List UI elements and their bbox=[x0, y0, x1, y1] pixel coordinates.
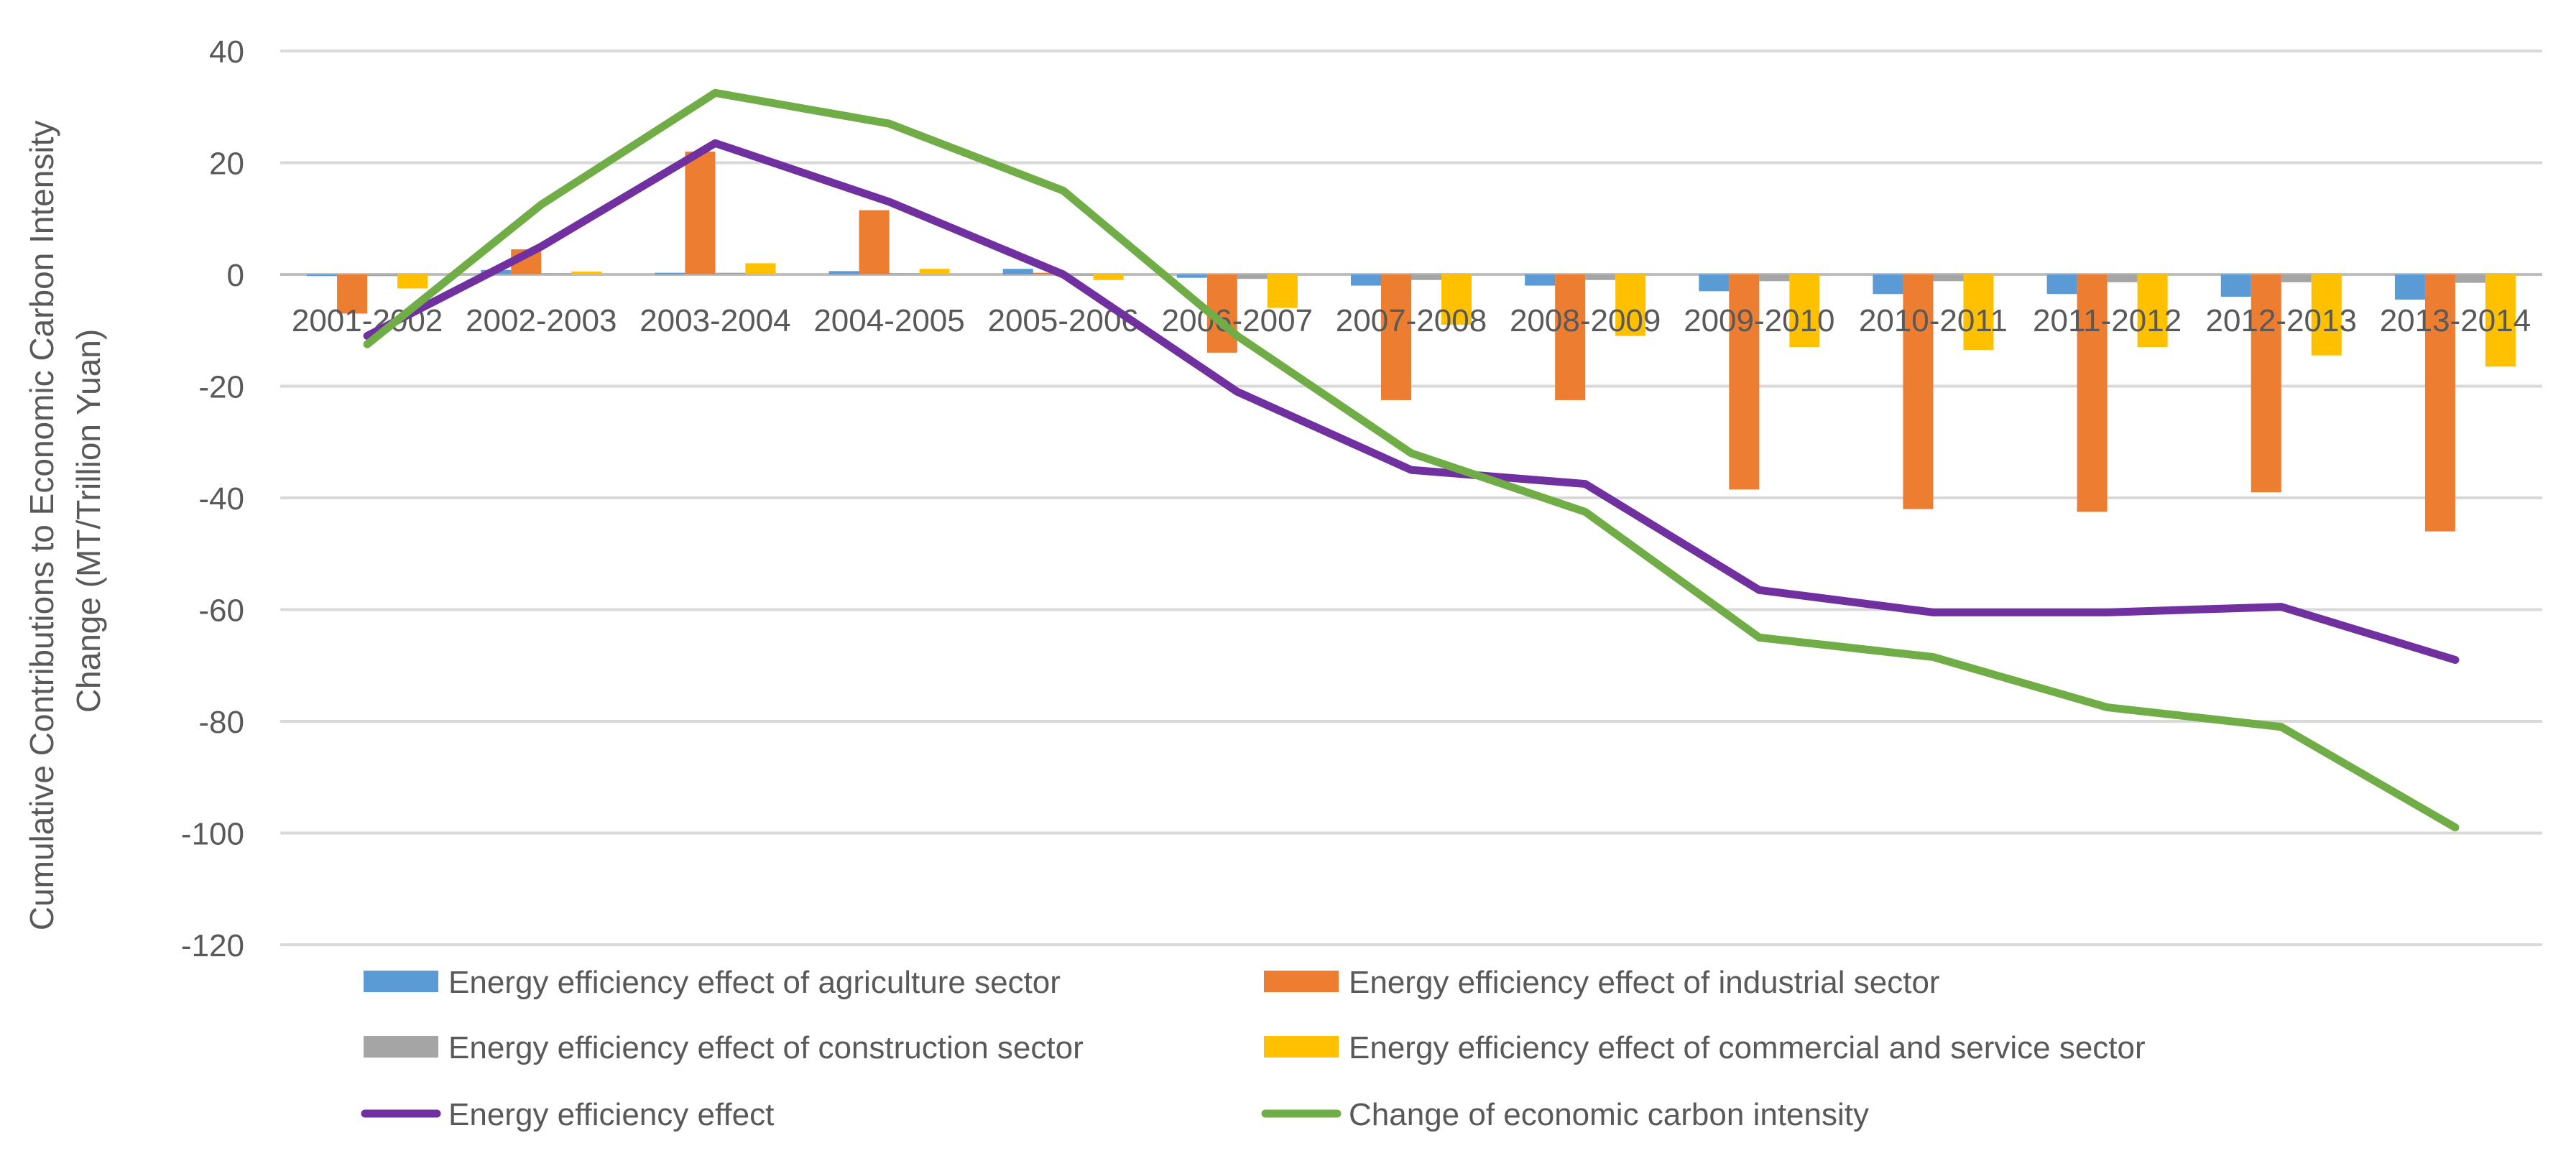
bar-energy-efficiency-effect-of-agriculture-sector bbox=[828, 271, 859, 274]
legend-label: Energy efficiency effect of construction… bbox=[448, 1030, 1084, 1065]
legend: Energy efficiency effect of agriculture … bbox=[361, 965, 2146, 1132]
bar-energy-efficiency-effect-of-agriculture-sector bbox=[2394, 274, 2425, 300]
bar-energy-efficiency-effect-of-agriculture-sector bbox=[2046, 274, 2077, 295]
bar-energy-efficiency-effect-of-agriculture-sector bbox=[1873, 274, 1903, 295]
y-axis-label-line-2: Change (MT/Trillion Yuan) bbox=[70, 329, 107, 713]
y-axis-label-line-1: Cumulative Contributions to Economic Car… bbox=[23, 121, 60, 931]
bar-energy-efficiency-effect-of-construction-sector bbox=[2281, 274, 2312, 282]
legend-label: Energy efficiency effect bbox=[448, 1097, 774, 1132]
bar-energy-efficiency-effect-of-construction-sector bbox=[1063, 274, 1094, 276]
y-axis-label: Cumulative Contributions to Economic Car… bbox=[23, 111, 107, 930]
bar-energy-efficiency-effect-of-agriculture-sector bbox=[2220, 274, 2251, 297]
legend-label: Energy efficiency effect of agriculture … bbox=[448, 965, 1061, 1000]
bar-energy-efficiency-effect-of-agriculture-sector bbox=[1176, 274, 1207, 278]
bar-energy-efficiency-effect-of-industrial-sector bbox=[2250, 274, 2281, 493]
y-tick-labels: 40 20 0 -20 -40 -60 -80 -100 -120 bbox=[181, 34, 244, 963]
x-tick-label: 2003-2004 bbox=[640, 303, 790, 338]
x-tick-label: 2011-2012 bbox=[2033, 303, 2182, 338]
bar-energy-efficiency-effect-of-commercial-and-service-sector bbox=[2485, 274, 2516, 367]
y-tick-label: -100 bbox=[181, 817, 244, 852]
bar-energy-efficiency-effect-of-commercial-and-service-sector bbox=[1963, 274, 1994, 350]
x-tick-label: 2010-2011 bbox=[1859, 303, 2008, 338]
bar-energy-efficiency-effect-of-agriculture-sector bbox=[655, 272, 685, 274]
y-tick-label: -60 bbox=[198, 593, 244, 629]
y-tick-label: 0 bbox=[227, 258, 244, 293]
x-tick-labels: 2001-2002 2002-2003 2003-2004 2004-2005 2005… bbox=[292, 303, 2531, 338]
y-tick-label: -80 bbox=[198, 705, 244, 740]
x-tick-label: 2002-2003 bbox=[466, 303, 617, 338]
bar-energy-efficiency-effect-of-industrial-sector bbox=[1903, 274, 1934, 509]
bar-energy-efficiency-effect-of-commercial-and-service-sector bbox=[1267, 274, 1298, 308]
x-tick-label: 2009-2010 bbox=[1684, 303, 1834, 338]
bar-energy-efficiency-effect-of-construction-sector bbox=[1237, 274, 1268, 279]
bars bbox=[307, 151, 2516, 532]
y-tick-label: -20 bbox=[198, 370, 244, 405]
bar-energy-efficiency-effect-of-commercial-and-service-sector bbox=[1789, 274, 1820, 348]
legend-label: Energy efficiency effect of commercial a… bbox=[1349, 1030, 2146, 1065]
y-tick-label: -120 bbox=[181, 928, 244, 963]
bar-energy-efficiency-effect-of-construction-sector bbox=[889, 273, 920, 274]
y-tick-label: 20 bbox=[209, 147, 244, 182]
bar-energy-efficiency-effect-of-agriculture-sector bbox=[307, 274, 338, 277]
bar-energy-efficiency-effect-of-industrial-sector bbox=[1033, 272, 1063, 274]
bar-energy-efficiency-effect-of-commercial-and-service-sector bbox=[397, 274, 428, 289]
bar-energy-efficiency-effect-of-commercial-and-service-sector bbox=[2137, 274, 2168, 348]
bar-energy-efficiency-effect-of-construction-sector bbox=[1759, 274, 1790, 282]
x-tick-label: 2008-2009 bbox=[1510, 303, 1661, 338]
lines bbox=[363, 88, 2460, 832]
bar-energy-efficiency-effect-of-construction-sector bbox=[1585, 274, 1616, 280]
legend-label: Energy efficiency effect of industrial s… bbox=[1349, 965, 1940, 1000]
bar-energy-efficiency-effect-of-construction-sector bbox=[367, 274, 398, 277]
legend-swatch bbox=[364, 971, 438, 992]
bar-energy-efficiency-effect-of-agriculture-sector bbox=[1351, 274, 1381, 286]
legend-swatch bbox=[1264, 1036, 1339, 1058]
bar-energy-efficiency-effect-of-construction-sector bbox=[1933, 274, 1964, 282]
legend-swatch bbox=[1264, 971, 1339, 992]
bar-energy-efficiency-effect-of-commercial-and-service-sector bbox=[571, 272, 602, 274]
bar-energy-efficiency-effect-of-commercial-and-service-sector bbox=[2311, 274, 2342, 356]
x-tick-label: 2013-2014 bbox=[2380, 303, 2531, 338]
gridlines bbox=[280, 50, 2542, 946]
bar-energy-efficiency-effect-of-commercial-and-service-sector bbox=[1093, 274, 1124, 280]
bar-energy-efficiency-effect-of-industrial-sector bbox=[1555, 274, 1586, 400]
legend-label: Change of economic carbon intensity bbox=[1349, 1097, 1869, 1132]
bar-energy-efficiency-effect-of-construction-sector bbox=[541, 273, 572, 274]
bar-energy-efficiency-effect-of-agriculture-sector bbox=[1699, 274, 1730, 292]
bar-energy-efficiency-effect-of-agriculture-sector bbox=[1002, 269, 1033, 274]
bar-energy-efficiency-effect-of-industrial-sector bbox=[337, 274, 368, 314]
bar-energy-efficiency-effect-of-industrial-sector bbox=[859, 210, 890, 274]
y-tick-label: 40 bbox=[209, 34, 244, 70]
bar-energy-efficiency-effect-of-industrial-sector bbox=[1381, 274, 1411, 400]
y-tick-label: -40 bbox=[198, 481, 244, 517]
bar-energy-efficiency-effect-of-industrial-sector bbox=[2077, 274, 2108, 512]
bar-energy-efficiency-effect-of-commercial-and-service-sector bbox=[1615, 274, 1646, 336]
bar-energy-efficiency-effect-of-industrial-sector bbox=[2424, 274, 2455, 532]
line-energy-efficiency-effect bbox=[363, 139, 2460, 664]
bar-energy-efficiency-effect-of-agriculture-sector bbox=[1525, 274, 1556, 286]
bar-energy-efficiency-effect-of-commercial-and-service-sector bbox=[919, 269, 950, 274]
x-tick-label: 2012-2013 bbox=[2206, 303, 2357, 338]
bar-energy-efficiency-effect-of-industrial-sector bbox=[685, 151, 716, 274]
x-tick-label: 2007-2008 bbox=[1336, 303, 1487, 338]
bar-energy-efficiency-effect-of-industrial-sector bbox=[1729, 274, 1760, 490]
x-tick-label: 2004-2005 bbox=[813, 303, 964, 338]
bar-energy-efficiency-effect-of-commercial-and-service-sector bbox=[745, 263, 776, 274]
line-change-of-economic-carbon-intensity bbox=[363, 88, 2460, 832]
bar-energy-efficiency-effect-of-construction-sector bbox=[715, 272, 746, 274]
bar-energy-efficiency-effect-of-construction-sector bbox=[2455, 274, 2485, 283]
bar-energy-efficiency-effect-of-construction-sector bbox=[2107, 274, 2138, 282]
bar-energy-efficiency-effect-of-commercial-and-service-sector bbox=[1441, 274, 1472, 325]
legend-swatch bbox=[364, 1036, 438, 1058]
bar-energy-efficiency-effect-of-construction-sector bbox=[1411, 274, 1441, 280]
